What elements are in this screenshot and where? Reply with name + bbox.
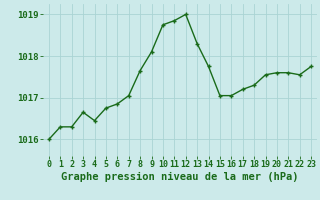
X-axis label: Graphe pression niveau de la mer (hPa): Graphe pression niveau de la mer (hPa) xyxy=(61,172,299,182)
